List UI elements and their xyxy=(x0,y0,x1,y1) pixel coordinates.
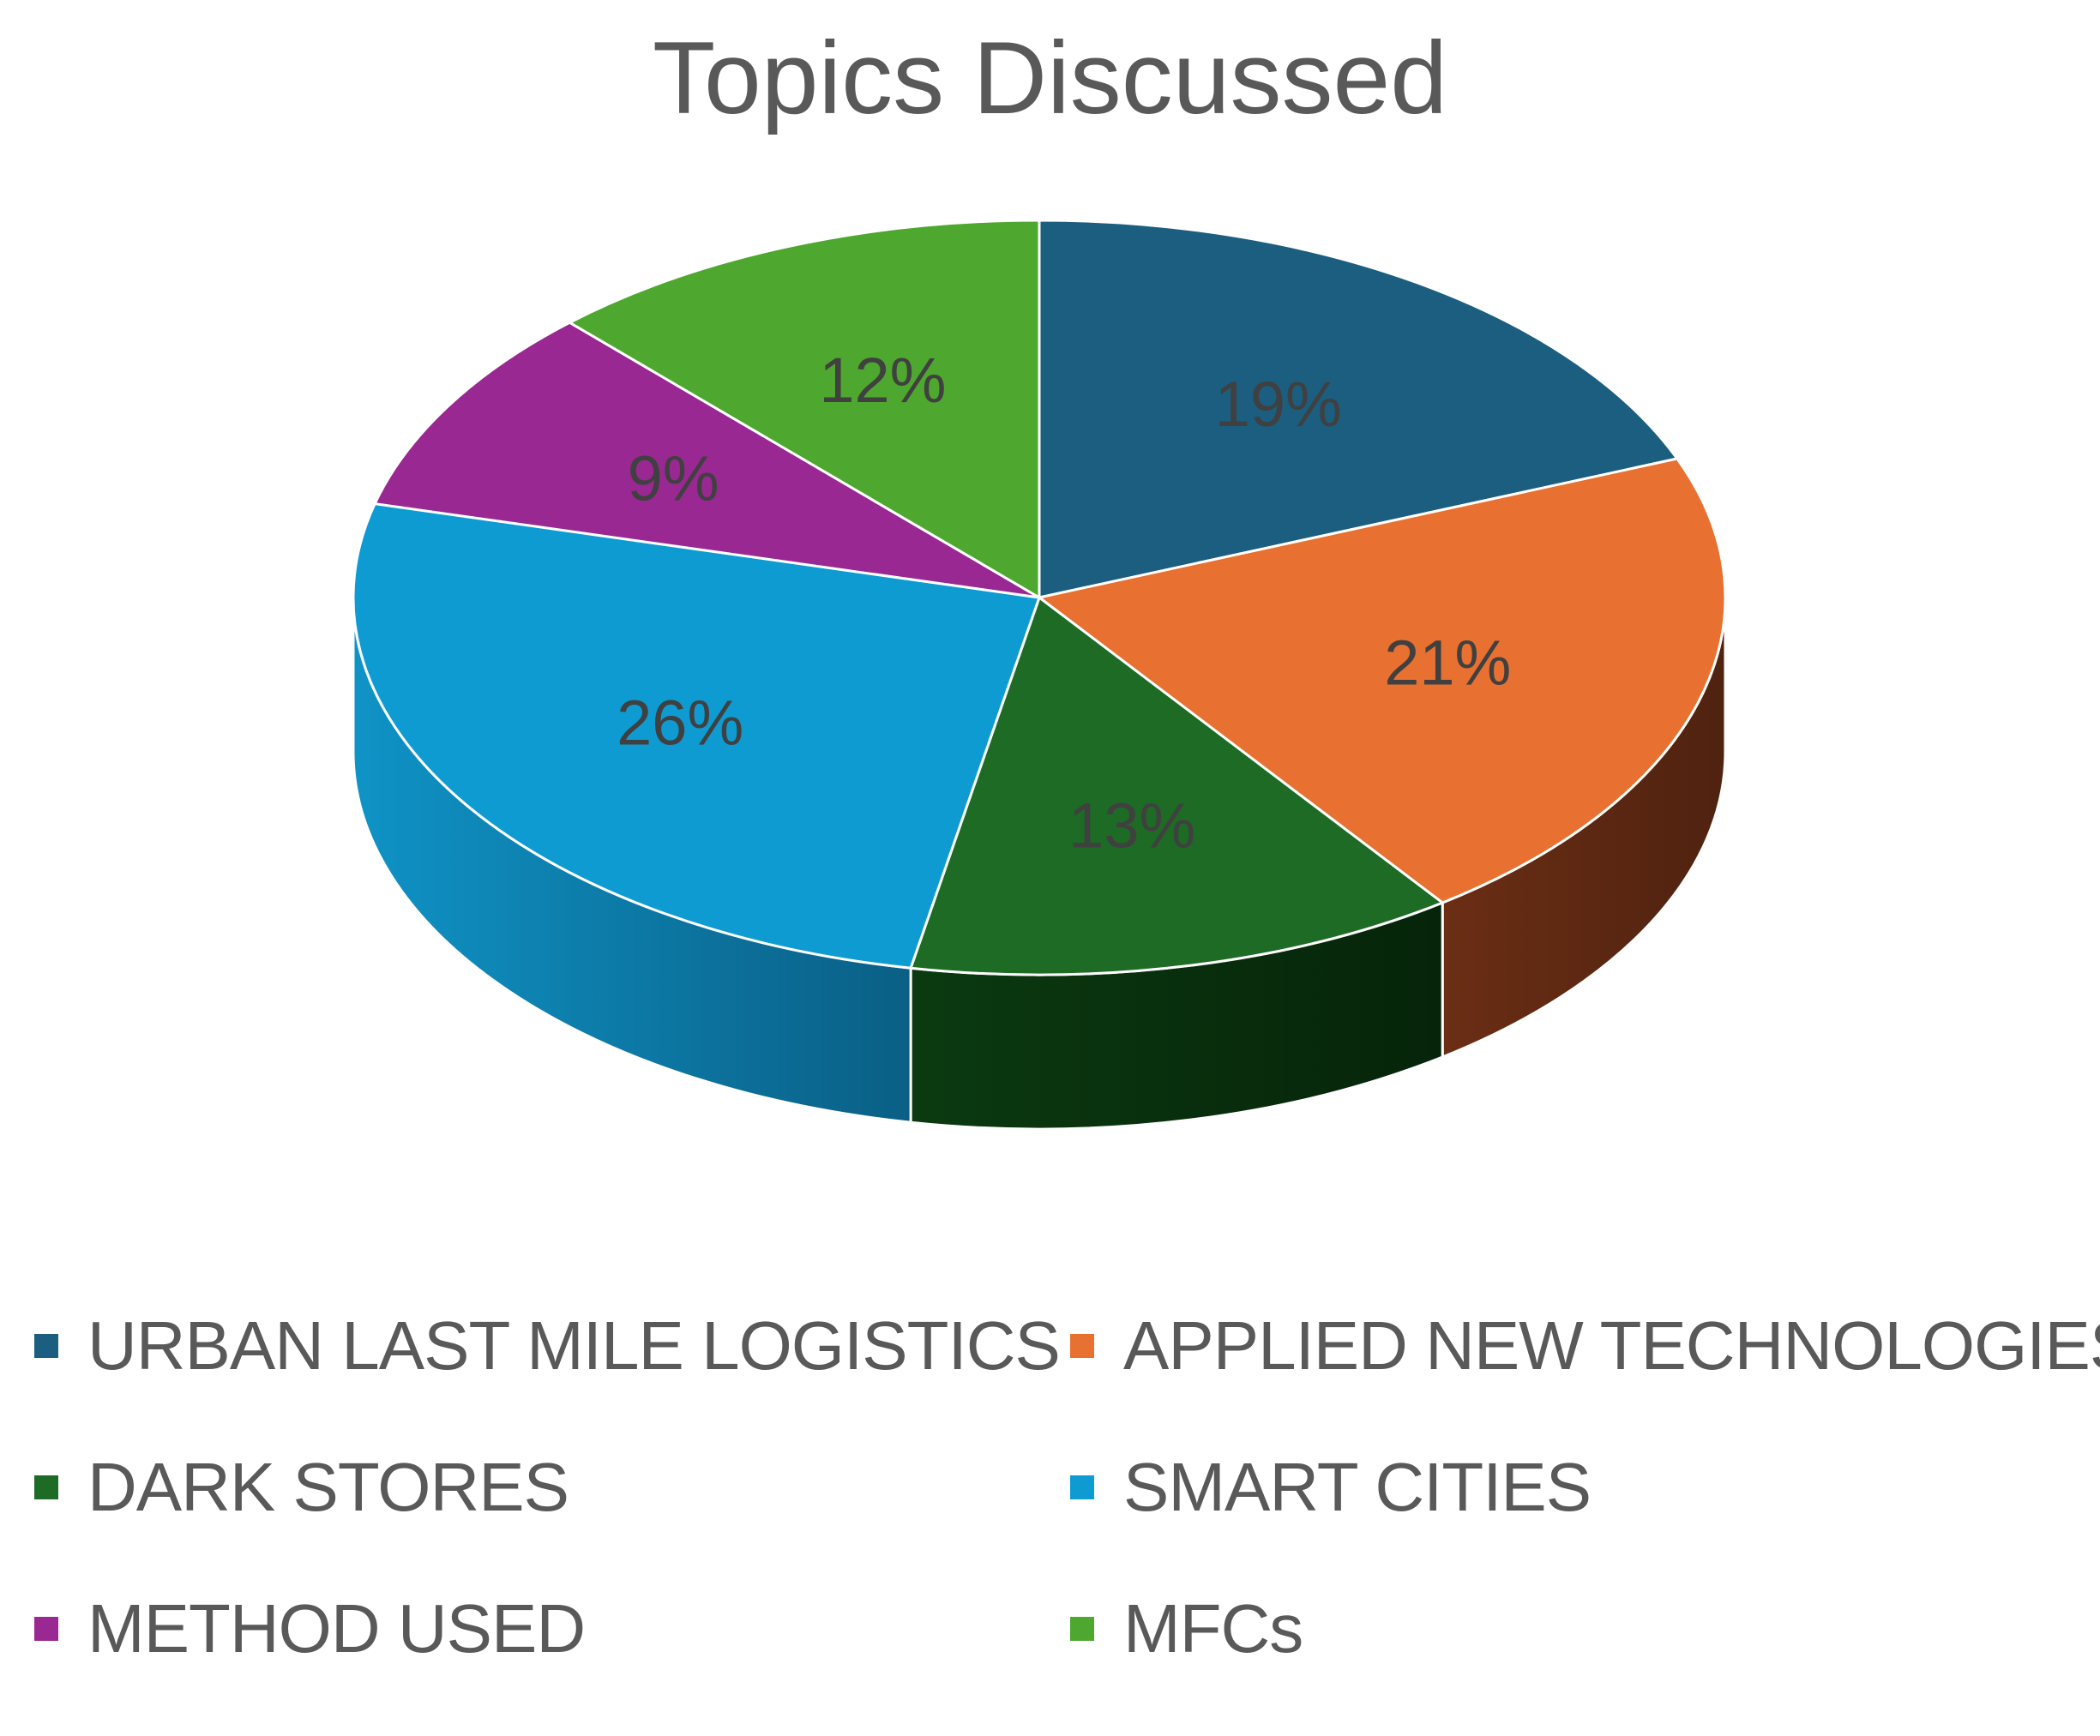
pie-slice-3 xyxy=(352,502,1041,970)
legend-swatch xyxy=(34,1617,58,1641)
data-label-2: 13% xyxy=(1068,790,1195,862)
legend-item: SMART CITIES xyxy=(1070,1440,1592,1535)
legend-label: URBAN LAST MILE LOGISTICS xyxy=(87,1307,1061,1384)
legend-swatch xyxy=(1070,1334,1094,1358)
legend-item: URBAN LAST MILE LOGISTICS xyxy=(34,1299,1061,1393)
legend-swatch xyxy=(1070,1617,1094,1641)
pie-slice-1 xyxy=(1038,457,1727,904)
legend-label: APPLIED NEW TECHNOLOGIES xyxy=(1123,1307,2100,1384)
legend-item: APPLIED NEW TECHNOLOGIES xyxy=(1070,1299,2100,1393)
legend-label: DARK STORES xyxy=(87,1449,569,1525)
data-label-5: 12% xyxy=(819,345,946,416)
pie-slice-2 xyxy=(909,596,1444,976)
chart-title: Topics Discussed xyxy=(652,21,1447,135)
data-label-3: 26% xyxy=(617,688,743,759)
legend-label: METHOD USED xyxy=(87,1590,586,1667)
legend-label: MFCs xyxy=(1123,1590,1303,1667)
pie-slice-5 xyxy=(568,219,1041,599)
legend-item: METHOD USED xyxy=(34,1582,586,1676)
data-label-0: 19% xyxy=(1215,369,1342,440)
pie-slice-4 xyxy=(373,321,1041,599)
pie-slice-0 xyxy=(1038,219,1679,599)
legend-item: DARK STORES xyxy=(34,1440,569,1535)
legend-swatch xyxy=(34,1475,58,1499)
legend-swatch xyxy=(1070,1475,1094,1499)
legend-swatch xyxy=(34,1334,58,1358)
data-label-4: 9% xyxy=(628,443,719,514)
legend-label: SMART CITIES xyxy=(1123,1449,1592,1525)
legend-item: MFCs xyxy=(1070,1582,1303,1676)
data-label-1: 21% xyxy=(1384,628,1511,699)
